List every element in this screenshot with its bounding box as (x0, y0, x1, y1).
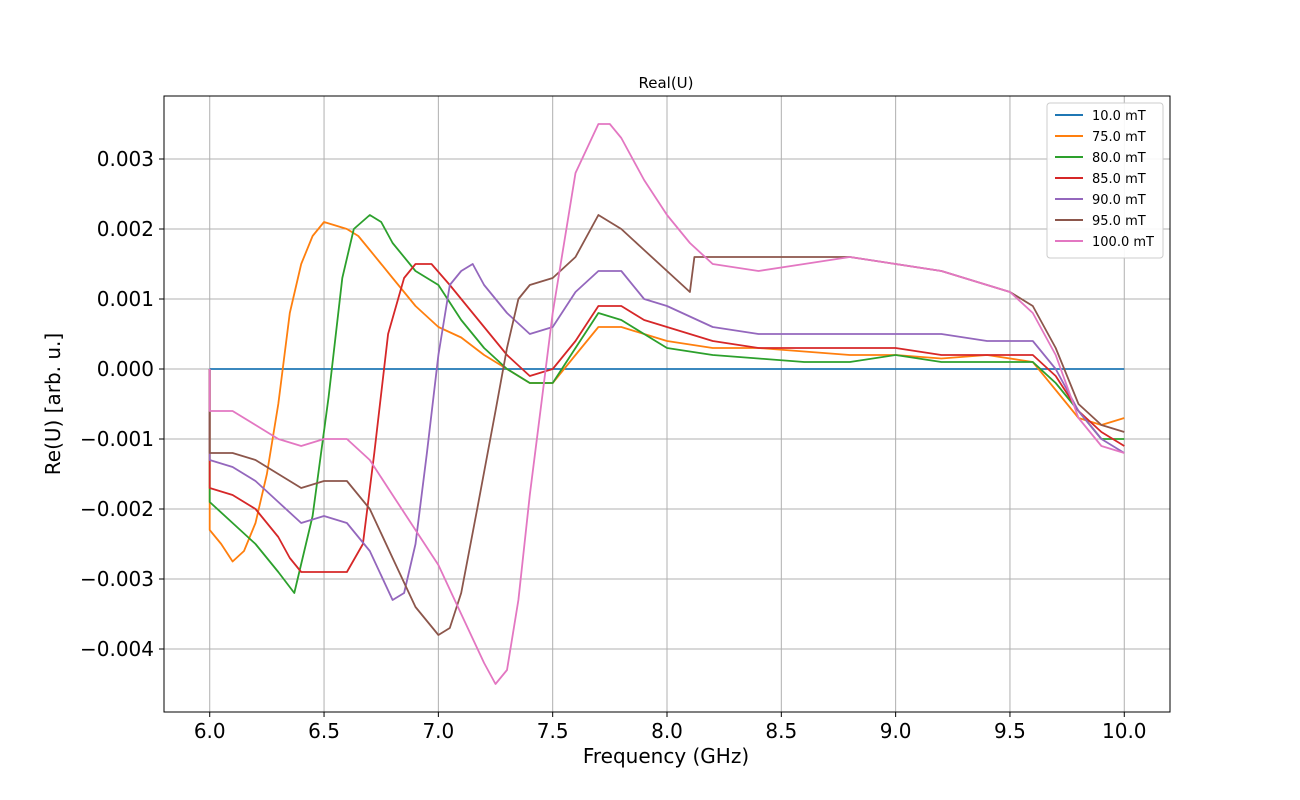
series-layer (208, 123, 1125, 685)
y-tick-label: −0.003 (80, 567, 154, 591)
plot-area: 6.0 6.5 7.0 7.5 8.0 8.5 9.0 9.5 10.0 −0.004 −0.003… (80, 95, 1171, 743)
legend: 10.0 mT 75.0 mT 80.0 mT 85.0 mT 90.0 mT 95.0 … (1046, 102, 1164, 259)
legend-label: 85.0 mT (1092, 172, 1146, 187)
x-tick-label: 8.5 (765, 719, 797, 743)
legend-label: 95.0 mT (1092, 214, 1146, 229)
y-tick-label: 0.002 (97, 217, 154, 241)
x-tick-label: 9.0 (880, 719, 912, 743)
ticks: 6.0 6.5 7.0 7.5 8.0 8.5 9.0 9.5 10.0 −0.004 −0.003… (80, 147, 1147, 743)
x-tick-label: 9.5 (994, 719, 1026, 743)
series-line-80-0-mt (208, 214, 1125, 594)
x-tick-label: 8.0 (651, 719, 683, 743)
chart-title: Real(U) (638, 74, 693, 92)
legend-label: 80.0 mT (1092, 151, 1146, 166)
y-tick-label: −0.001 (80, 427, 154, 451)
y-tick-label: 0.001 (97, 287, 154, 311)
y-tick-label: −0.004 (80, 637, 154, 661)
grid (164, 96, 1170, 712)
series-line-100-0-mt (208, 123, 1125, 685)
series-line-90-0-mt (208, 263, 1125, 601)
legend-label: 10.0 mT (1092, 109, 1146, 124)
x-axis-label: Frequency (GHz) (583, 744, 749, 768)
y-tick-label: 0.000 (97, 357, 154, 381)
y-tick-label: 0.003 (97, 147, 154, 171)
legend-label: 75.0 mT (1092, 130, 1146, 145)
x-tick-label: 7.5 (537, 719, 569, 743)
series-line-85-0-mt (208, 263, 1125, 573)
x-tick-label: 7.0 (422, 719, 454, 743)
x-tick-label: 6.5 (308, 719, 340, 743)
y-tick-label: −0.002 (80, 497, 154, 521)
legend-label: 100.0 mT (1092, 235, 1154, 250)
y-axis-label: Re(U) [arb. u.] (41, 333, 65, 475)
legend-label: 90.0 mT (1092, 193, 1146, 208)
x-tick-label: 6.0 (194, 719, 226, 743)
x-tick-label: 10.0 (1102, 719, 1147, 743)
